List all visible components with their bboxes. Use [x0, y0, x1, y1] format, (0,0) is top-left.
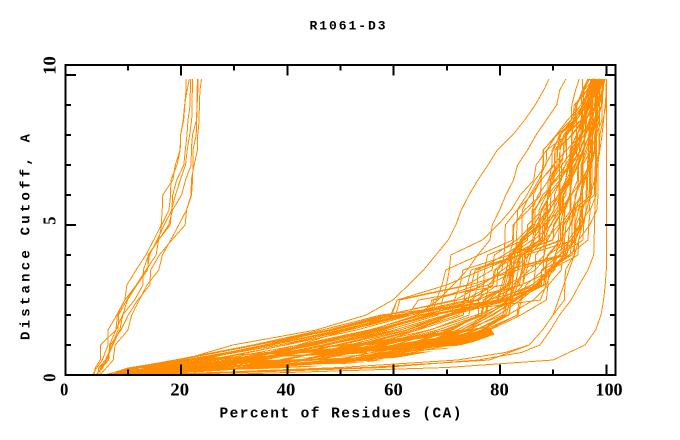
- svg-text:80: 80: [490, 380, 509, 400]
- svg-text:0: 0: [39, 373, 59, 381]
- svg-text:60: 60: [384, 380, 403, 400]
- svg-text:20: 20: [170, 380, 189, 400]
- svg-text:40: 40: [277, 380, 296, 400]
- svg-text:R1061-D3: R1061-D3: [310, 19, 386, 34]
- svg-text:Percent of Residues (CA): Percent of Residues (CA): [220, 407, 462, 423]
- svg-text:10: 10: [39, 56, 59, 75]
- svg-text:0: 0: [60, 380, 68, 400]
- svg-text:100: 100: [595, 380, 622, 400]
- svg-text:5: 5: [39, 216, 59, 224]
